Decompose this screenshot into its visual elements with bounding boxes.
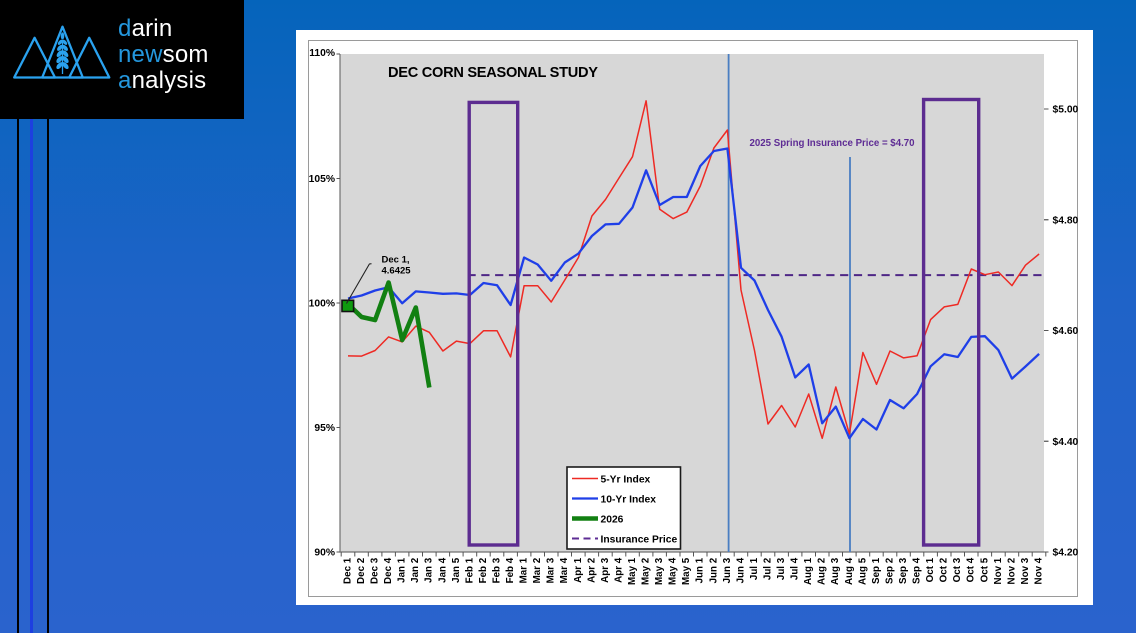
svg-text:Oct 2: Oct 2 [939,557,950,582]
svg-text:Mar 3: Mar 3 [546,557,557,583]
svg-text:May 2: May 2 [641,557,652,585]
svg-text:Nov 2: Nov 2 [1006,557,1017,584]
svg-text:May 5: May 5 [681,557,692,585]
svg-text:Jul 4: Jul 4 [790,557,801,580]
svg-text:Feb 2: Feb 2 [478,557,489,583]
svg-text:Mar 4: Mar 4 [559,557,570,583]
svg-text:Sep 3: Sep 3 [898,557,909,584]
svg-text:Dec 3: Dec 3 [370,557,381,584]
svg-text:Sep 2: Sep 2 [884,557,895,584]
svg-text:Aug 2: Aug 2 [817,557,828,585]
svg-text:Insurance Price: Insurance Price [601,535,678,546]
svg-text:Feb 4: Feb 4 [505,557,516,583]
svg-text:$5.00: $5.00 [1053,105,1079,116]
svg-text:Mar 1: Mar 1 [519,557,530,583]
svg-text:$4.20: $4.20 [1053,548,1079,559]
svg-text:Jul 3: Jul 3 [776,557,787,580]
svg-text:Jun 4: Jun 4 [735,557,746,583]
svg-text:Jun 3: Jun 3 [722,557,733,583]
svg-text:5-Yr Index: 5-Yr Index [601,475,651,486]
svg-text:Jan 1: Jan 1 [397,557,408,583]
svg-text:Oct 4: Oct 4 [966,557,977,582]
svg-text:Nov 1: Nov 1 [993,557,1004,584]
svg-text:Jun 1: Jun 1 [695,557,706,583]
svg-text:105%: 105% [309,174,335,185]
svg-text:2025 Spring Insurance Price =: 2025 Spring Insurance Price = $4.70 [750,138,915,149]
svg-text:Aug 3: Aug 3 [830,557,841,585]
svg-text:$4.80: $4.80 [1053,215,1079,226]
svg-text:Apr 1: Apr 1 [573,557,584,583]
svg-text:$4.40: $4.40 [1053,437,1079,448]
svg-text:Aug 4: Aug 4 [844,557,855,585]
svg-text:90%: 90% [314,548,335,559]
svg-text:Feb 1: Feb 1 [464,557,475,583]
svg-text:10-Yr Index: 10-Yr Index [601,495,657,506]
svg-text:May 4: May 4 [668,557,679,585]
svg-text:Oct 5: Oct 5 [979,557,990,582]
svg-text:Aug 1: Aug 1 [803,557,814,585]
svg-text:Jul 1: Jul 1 [749,557,760,580]
svg-text:2026: 2026 [601,515,624,526]
svg-text:Jul 2: Jul 2 [762,557,773,580]
svg-text:Apr 2: Apr 2 [586,557,597,583]
svg-text:May 3: May 3 [654,557,665,585]
svg-text:$4.60: $4.60 [1053,326,1079,337]
svg-text:Apr 4: Apr 4 [613,557,624,583]
svg-text:Nov 4: Nov 4 [1034,557,1045,584]
svg-text:Dec 2: Dec 2 [356,557,367,584]
svg-text:Jan 2: Jan 2 [410,557,421,583]
svg-text:4.6425: 4.6425 [382,266,412,277]
svg-text:May 1: May 1 [627,557,638,585]
svg-text:95%: 95% [314,423,335,434]
svg-text:Feb 3: Feb 3 [491,557,502,583]
svg-text:DEC CORN SEASONAL STUDY: DEC CORN SEASONAL STUDY [388,65,598,81]
svg-text:Sep 1: Sep 1 [871,557,882,584]
svg-text:Oct 3: Oct 3 [952,557,963,582]
svg-text:Dec 4: Dec 4 [383,557,394,584]
svg-text:Dec 1,: Dec 1, [382,255,410,266]
svg-text:Jan 4: Jan 4 [437,557,448,583]
svg-text:Apr 3: Apr 3 [600,557,611,583]
svg-text:100%: 100% [309,299,335,310]
svg-text:Sep 4: Sep 4 [912,557,923,584]
svg-text:Jan 5: Jan 5 [451,557,462,583]
svg-text:Dec 1: Dec 1 [342,557,353,584]
svg-text:Jun 2: Jun 2 [708,557,719,583]
svg-text:Jan 3: Jan 3 [424,557,435,583]
svg-text:Oct 1: Oct 1 [925,557,936,582]
svg-text:110%: 110% [309,48,335,59]
svg-text:Nov 3: Nov 3 [1020,557,1031,584]
svg-text:Aug 5: Aug 5 [857,557,868,585]
svg-text:Mar 2: Mar 2 [532,557,543,583]
